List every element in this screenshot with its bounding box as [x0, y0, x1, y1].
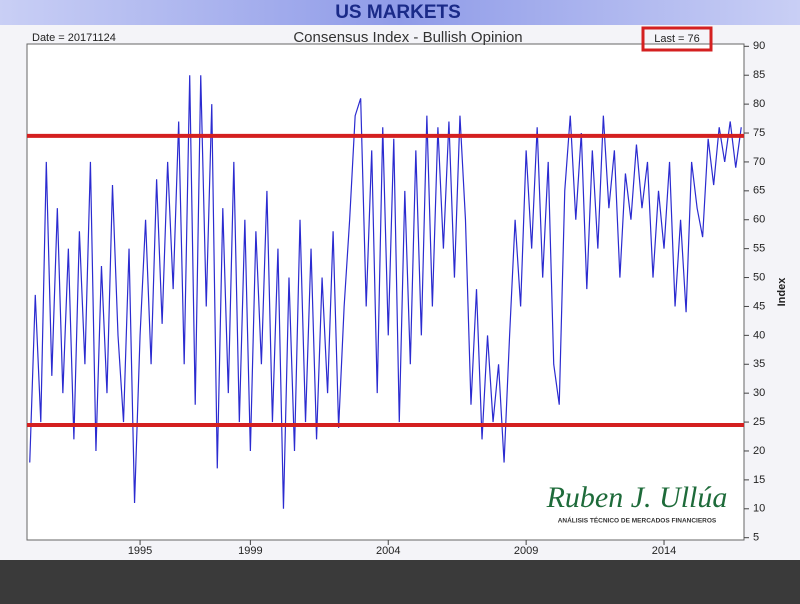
header-band — [0, 0, 800, 25]
y-tick-label: 80 — [753, 98, 765, 110]
y-tick-label: 35 — [753, 358, 765, 370]
x-tick-label: 1999 — [238, 545, 262, 557]
last-label: Last = 76 — [654, 33, 700, 45]
y-tick-label: 30 — [753, 387, 765, 399]
header-title: US MARKETS — [335, 2, 461, 23]
x-tick-label: 1995 — [128, 545, 152, 557]
x-tick-label: 2004 — [376, 545, 400, 557]
y-tick-label: 45 — [753, 300, 765, 312]
y-tick-label: 10 — [753, 503, 765, 515]
y-tick-label: 65 — [753, 185, 765, 197]
y-tick-label: 15 — [753, 474, 765, 486]
y-tick-label: 20 — [753, 445, 765, 457]
footer-bar — [0, 560, 800, 599]
last-box — [641, 26, 713, 52]
y-tick-label: 25 — [753, 416, 765, 428]
y-tick-label: 70 — [753, 156, 765, 168]
x-tick-label: 2009 — [514, 545, 538, 557]
y-tick-label: 55 — [753, 243, 765, 255]
watermark-sub: ANÁLISIS TÉCNICO DE MERCADOS FINANCIEROS — [558, 516, 717, 525]
watermark: Ruben J. Ullúa — [546, 481, 728, 514]
y-tick-label: 40 — [753, 329, 765, 341]
y-tick-label: 75 — [753, 127, 765, 139]
data-line — [29, 75, 742, 509]
chart-title: Consensus Index - Bullish Opinion — [293, 29, 522, 46]
y-tick-label: 5 — [753, 532, 759, 544]
y-tick-label: 60 — [753, 214, 765, 226]
x-tick-label: 2014 — [652, 545, 676, 557]
y-tick-label: 85 — [753, 69, 765, 81]
date-label: Date = 20171124 — [32, 32, 116, 44]
y-axis-label: Index — [776, 277, 788, 307]
plot-area — [26, 43, 745, 541]
y-tick-label: 50 — [753, 271, 765, 283]
y-tick-label: 90 — [753, 40, 765, 52]
